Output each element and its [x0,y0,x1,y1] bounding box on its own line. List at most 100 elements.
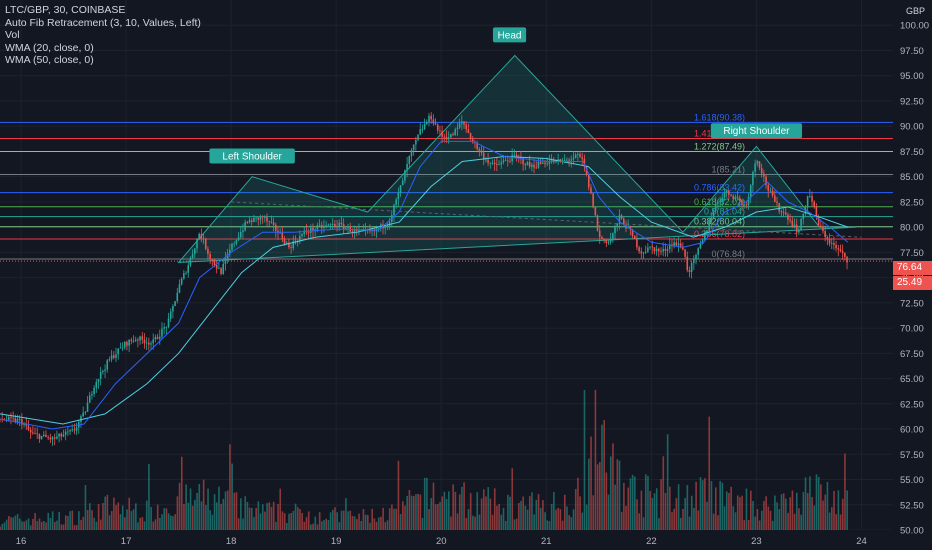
volume-bar [244,496,247,530]
candle-body [478,148,481,151]
candle-body [817,216,820,226]
candle-body [104,369,106,371]
candle-body [844,252,846,257]
price-tick: 97.50 [900,46,924,57]
candle-body [469,133,472,140]
volume-bar [410,495,413,530]
candle-body [34,433,36,435]
candle-body [493,162,496,165]
volume-bar [594,390,597,530]
candle-body [813,201,816,207]
candle-body [432,119,435,124]
volume-bar [651,497,654,530]
legend-indicator-vol[interactable]: Vol [5,29,20,41]
volume-bar [798,508,800,530]
candle-body [218,268,220,270]
candle-body [463,121,465,125]
volume-bar [10,517,12,530]
candle-body [535,167,538,169]
candle-body [377,228,380,230]
head-label: Head [498,30,522,41]
fib-label: 0.786(83.42) [694,183,745,193]
candle-body [454,129,457,136]
candle-body [765,176,767,186]
volume-bar [27,518,30,530]
candle-body [732,195,735,199]
volume-bar [121,505,124,530]
volume-bar [725,491,728,530]
candle-body [71,429,74,431]
time-tick: 23 [751,536,762,547]
candle-body [686,256,689,271]
candle-body [172,305,174,312]
volume-bar [592,495,595,530]
price-axis-bg [893,0,932,550]
volume-bar [202,479,205,530]
time-axis[interactable]: 16 17 18 19 20 21 22 23 24 [0,530,893,550]
volume-bar [67,515,69,530]
volume-bar [397,460,400,530]
volume-bar [596,464,599,530]
candle-body [603,238,605,240]
candle-body [664,248,667,251]
candle-body [110,355,113,360]
volume-bar [496,505,498,530]
volume-bar [272,501,275,530]
volume-bar [787,512,789,530]
chart-grid [0,0,893,531]
last-price-badge: 76.64 [893,261,932,275]
candle-body [655,248,658,252]
time-axis-bg [0,530,893,550]
candle-body [741,200,743,205]
volume-bar [616,459,619,530]
candle-body [778,203,780,212]
candle-body [513,154,516,156]
legend-indicator-wma50[interactable]: WMA (50, close, 0) [5,54,94,66]
candle-body [730,194,732,196]
volume-bar [349,510,352,530]
volume-bar [71,510,74,530]
candle-body [795,224,798,233]
volume-bar [388,508,391,530]
candle-body [511,154,513,162]
candle-body [211,259,214,261]
volume-bar [95,521,98,530]
candle-body [244,221,246,231]
volume-bar [128,497,131,530]
candle-body [198,233,200,240]
legend-symbol[interactable]: LTC/GBP, 30, COINBASE [5,4,126,16]
legend-indicator-wma20[interactable]: WMA (20, close, 0) [5,41,94,54]
volume-bar [64,515,67,530]
candle-body [283,239,286,245]
candle-body [417,134,419,141]
volume-bar [719,480,721,530]
price-axis[interactable]: 100.00 97.50 95.00 92.50 90.00 87.50 85.00 82.5… [893,0,932,550]
volume-bar [804,477,807,530]
candle-body [62,434,65,437]
candle-body [351,231,354,233]
volume-bar [544,512,546,530]
volume-bar [601,424,603,530]
volume-bar [684,498,686,530]
legend-indicator-fib[interactable]: Auto Fib Retracement (3, 10, Values, Lef… [5,16,201,29]
volume-bar [502,507,505,530]
volume-bar [242,518,244,530]
candle-body [158,336,161,339]
candle-body [506,160,509,162]
candle-body [29,429,32,433]
volume-bar [612,443,614,530]
volume-bar [150,507,152,530]
candle-body [18,419,21,420]
candle-body [666,249,669,251]
volume-bar [507,494,509,530]
volume-bar [690,495,693,530]
candle-body [108,359,111,361]
volume-bar [345,498,347,530]
candle-body [498,164,500,166]
candle-body [25,424,28,426]
volume-bar [734,512,737,530]
volume-bar [255,507,257,530]
volume-bar [73,525,76,530]
volume-bar [367,514,369,530]
